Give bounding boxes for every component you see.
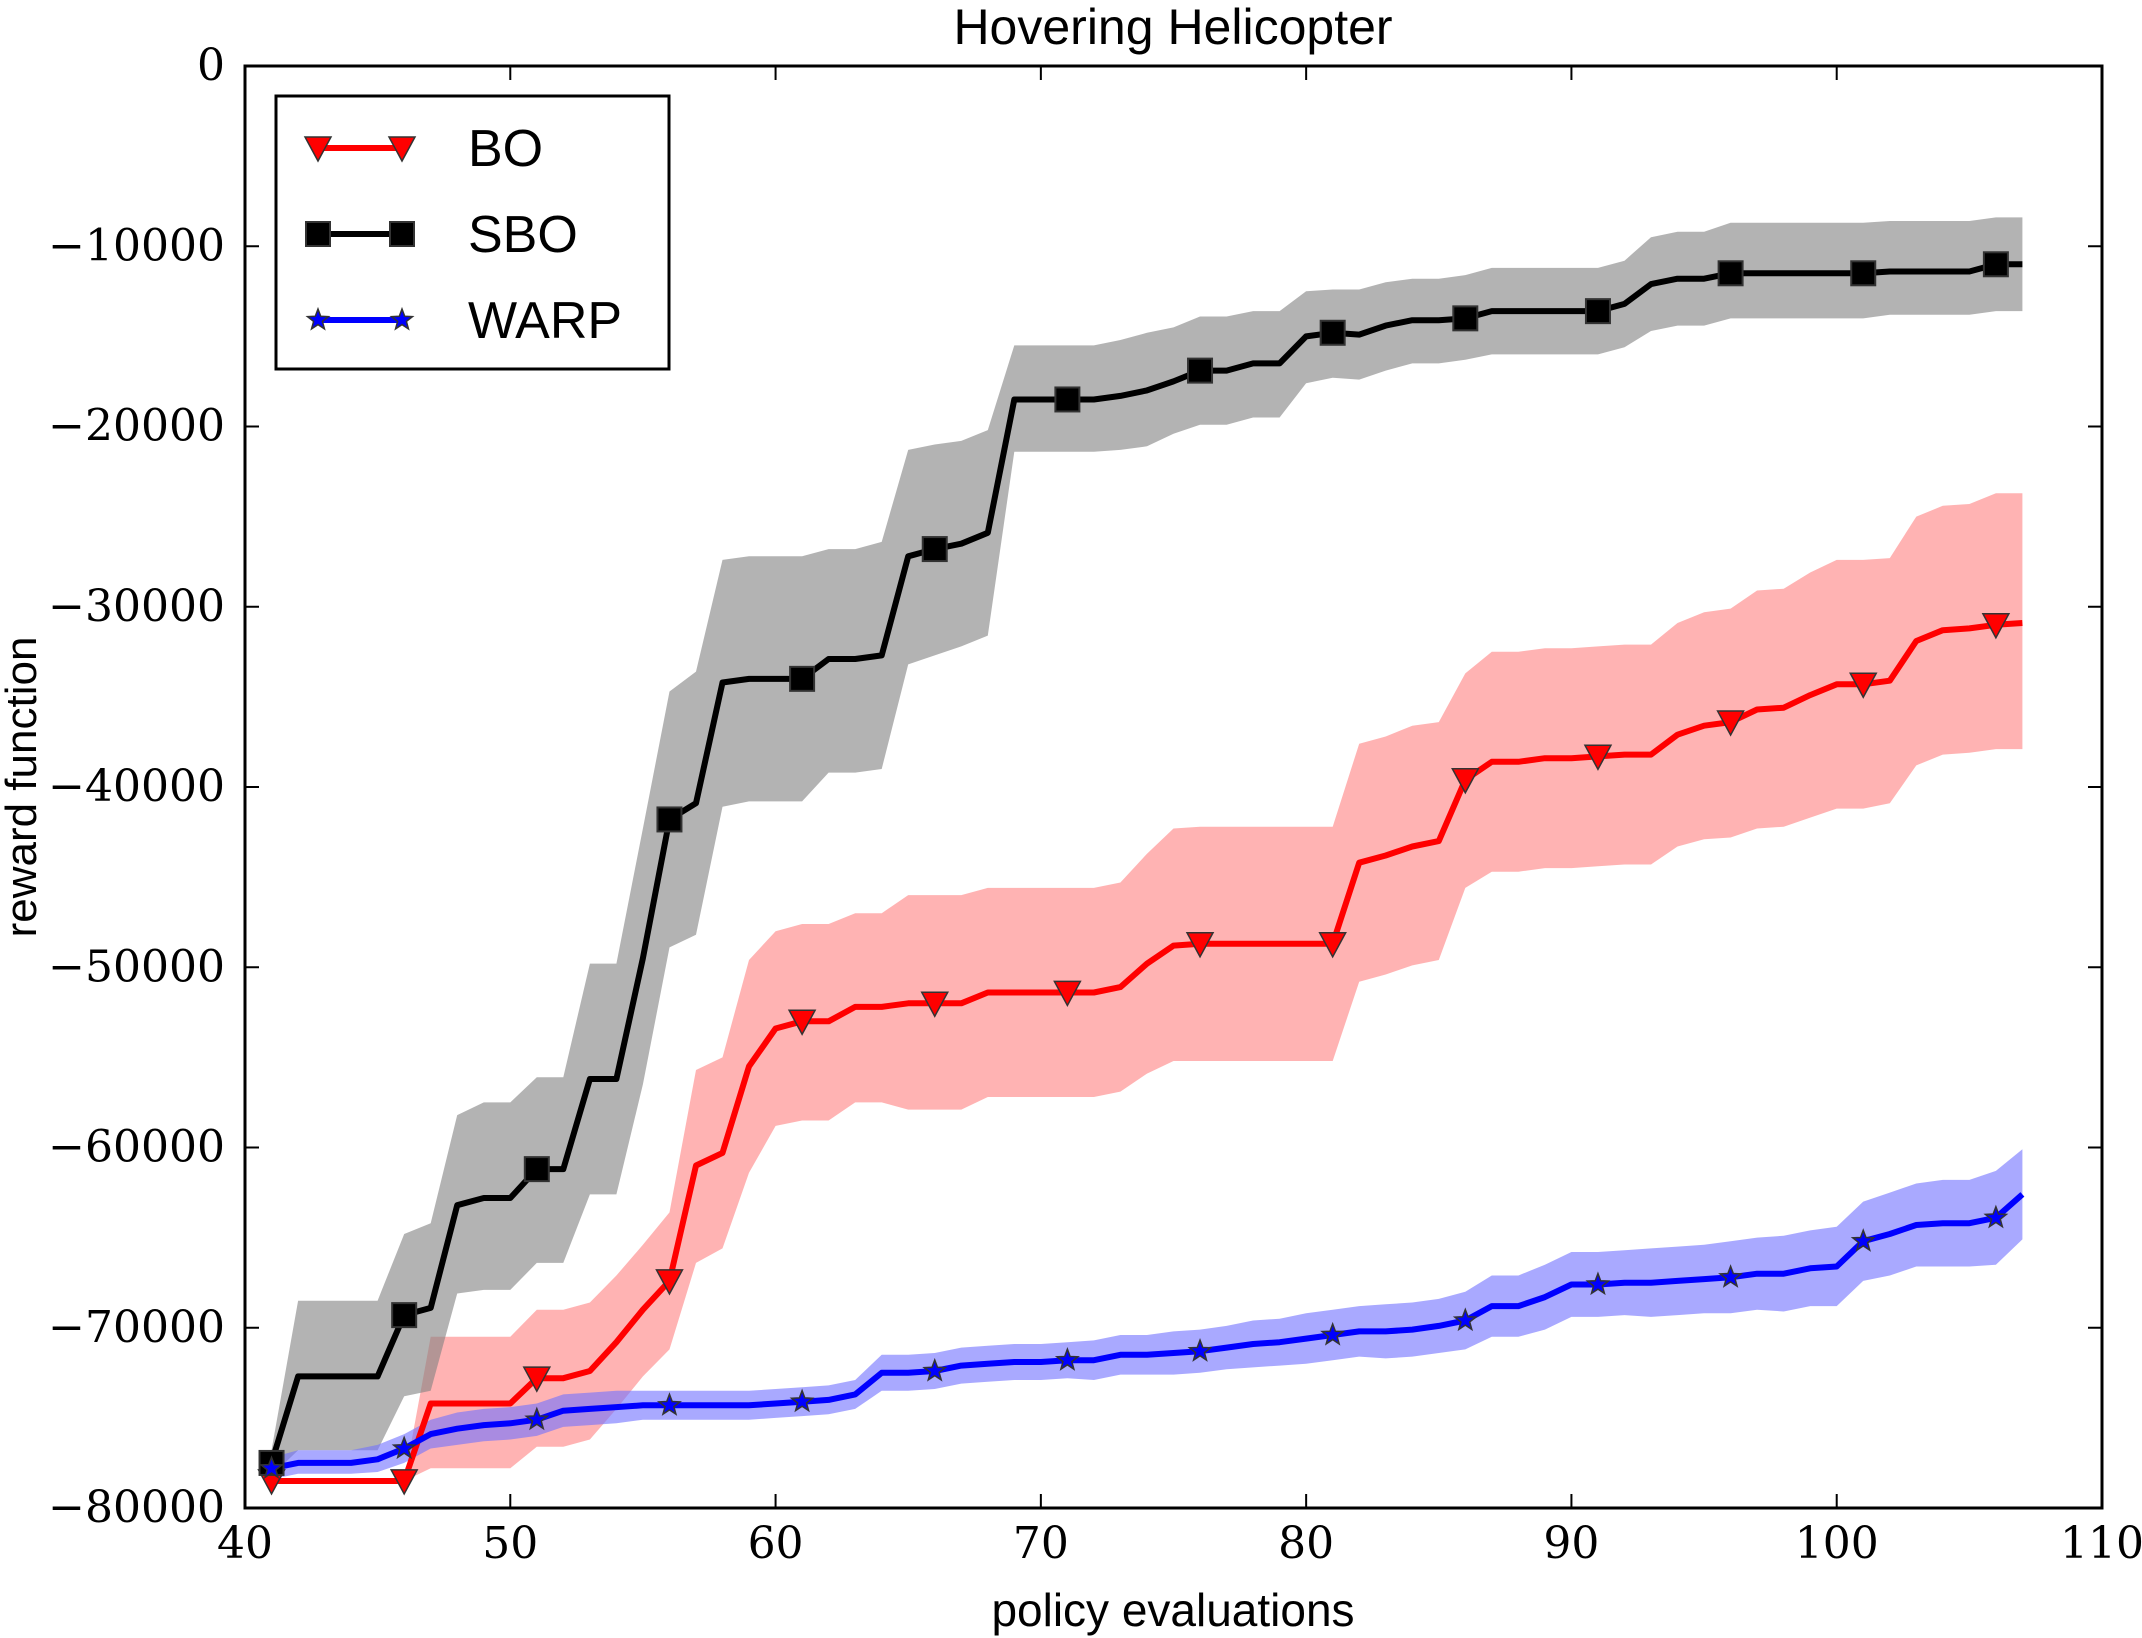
warp-data-point — [1983, 1204, 2009, 1229]
warp-data-point — [1452, 1307, 1478, 1332]
bo-data-point — [1318, 932, 1347, 959]
warp-data-point — [1718, 1264, 1744, 1288]
sbo-data-point — [391, 1302, 418, 1329]
legend-marker-bo — [387, 136, 417, 163]
warp-data-point — [1187, 1338, 1213, 1362]
warp-data-point — [922, 1357, 948, 1382]
legend-label-bo: BO — [468, 120, 543, 178]
bo-confidence-band — [271, 493, 2023, 1481]
x-tick-label: 70 — [1013, 1518, 1069, 1569]
sbo-data-point — [921, 536, 948, 563]
sbo-data-point — [523, 1156, 550, 1183]
y-tick-label: −30000 — [48, 581, 225, 632]
y-tick-label: −40000 — [48, 761, 225, 812]
y-tick-label: −10000 — [48, 220, 225, 271]
x-tick-label: 50 — [482, 1518, 538, 1569]
y-tick-label: −20000 — [48, 401, 225, 452]
sbo-data-point — [1982, 251, 2009, 278]
confidence-bands — [271, 217, 2023, 1481]
x-axis-ticks: 40 50 60 70 80 90 100 110 — [217, 66, 2142, 1569]
bo-data-point — [1583, 744, 1613, 771]
x-tick-label: 40 — [217, 1518, 273, 1569]
bo-data-point — [1451, 767, 1480, 795]
warp-data-point — [391, 1435, 417, 1460]
bo-data-point — [655, 1269, 684, 1296]
bo-data-point — [1848, 672, 1878, 699]
bo-data-point — [389, 1469, 419, 1496]
x-tick-label: 110 — [2060, 1518, 2142, 1569]
sbo-data-point — [789, 665, 816, 692]
warp-data-point — [1320, 1321, 1346, 1346]
sbo-data-point — [1452, 305, 1479, 332]
sbo-data-point — [1717, 260, 1744, 287]
warp-data-point — [1585, 1271, 1611, 1296]
sbo-data-point — [1584, 298, 1611, 325]
y-axis-ticks: 0 −10000 −20000 −30000 −40000 −50000 −60000 −70… — [48, 40, 2102, 1533]
x-axis-label: policy evaluations — [991, 1584, 1354, 1636]
warp-data-point — [1054, 1347, 1080, 1371]
bo-data-point — [522, 1366, 552, 1393]
legend-items: BO SBO WARP — [303, 120, 622, 350]
bo-data-point — [1981, 612, 2011, 640]
warp-confidence-band — [271, 1149, 2023, 1480]
legend: BO SBO WARP — [274, 94, 671, 371]
bo-data-point — [1716, 710, 1745, 737]
warp-data-point — [524, 1406, 550, 1431]
sbo-data-point — [656, 806, 683, 833]
legend-marker-warp — [389, 306, 415, 331]
legend-marker-sbo — [389, 221, 415, 247]
y-tick-label: −80000 — [48, 1482, 225, 1533]
x-tick-label: 100 — [1795, 1518, 1879, 1569]
sbo-data-point — [1850, 260, 1877, 287]
bo-data-point — [920, 991, 950, 1018]
bo-data-point — [1185, 932, 1215, 959]
sbo-data-point — [1054, 386, 1081, 413]
y-tick-label: −70000 — [48, 1302, 225, 1353]
warp-data-point — [1850, 1228, 1876, 1252]
legend-marker-sbo — [305, 221, 331, 247]
warp-data-point — [789, 1388, 815, 1413]
sbo-data-point — [1187, 357, 1214, 384]
y-tick-label: 0 — [197, 40, 225, 91]
legend-marker-bo — [303, 136, 333, 163]
legend-marker-warp — [305, 306, 331, 331]
legend-label-warp: WARP — [468, 292, 622, 350]
bo-data-point — [1053, 980, 1082, 1008]
x-tick-label: 60 — [748, 1518, 804, 1569]
y-axis-label: reward function — [0, 637, 46, 938]
warp-data-point — [259, 1455, 285, 1479]
sbo-data-point — [1319, 319, 1346, 346]
x-tick-label: 90 — [1543, 1518, 1599, 1569]
series-markers — [257, 251, 2011, 1496]
bo-data-point — [787, 1009, 817, 1036]
chart-title: Hovering Helicopter — [953, 0, 1392, 55]
y-tick-label: −60000 — [48, 1122, 225, 1173]
legend-label-sbo: SBO — [468, 206, 578, 264]
x-tick-label: 80 — [1278, 1518, 1334, 1569]
warp-data-point — [656, 1392, 682, 1416]
y-tick-label: −50000 — [48, 941, 225, 992]
